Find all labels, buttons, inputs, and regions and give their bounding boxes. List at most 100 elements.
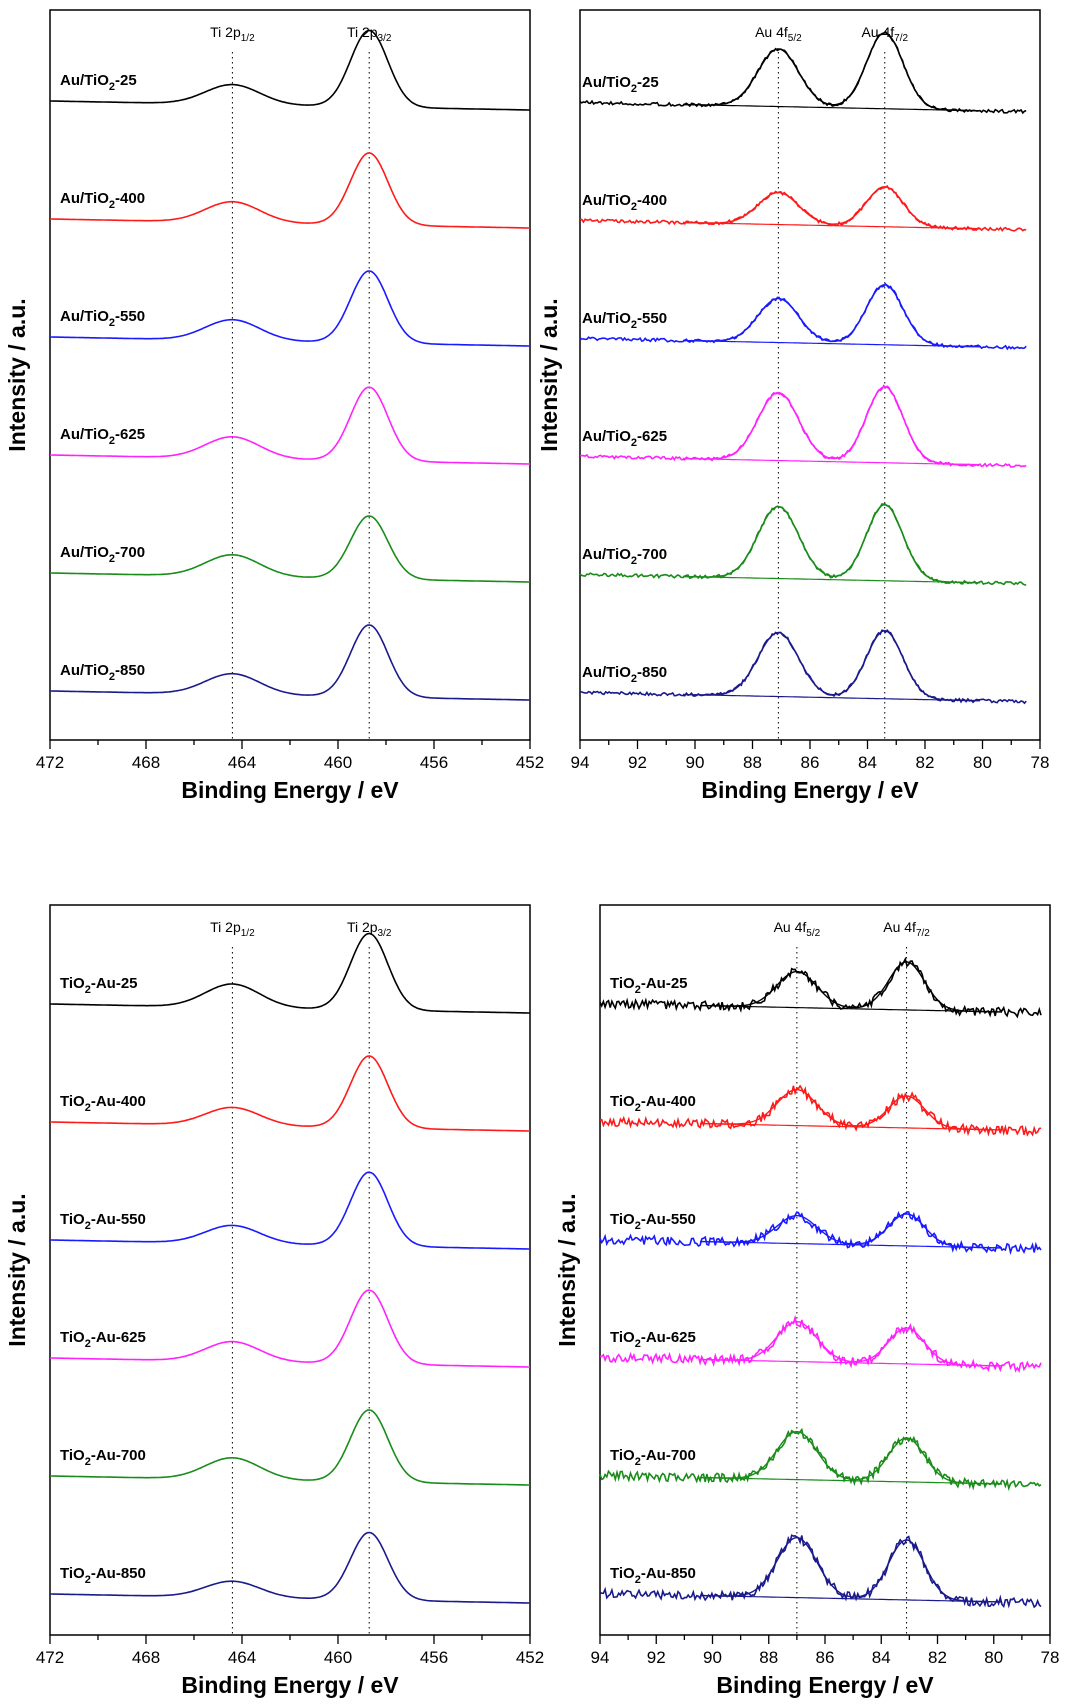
peak-label: Au 4f5/2 [774,919,821,939]
series-line [50,1289,530,1368]
fit-envelope [682,284,980,348]
x-tick-label: 464 [228,1648,256,1667]
fit-background [700,1122,1003,1131]
peak-label: Ti 2p3/2 [347,24,392,44]
x-tick-label: 472 [36,1648,64,1667]
x-tick-label: 460 [324,1648,352,1667]
x-axis-label: Binding Energy / eV [181,777,399,803]
series-line [579,384,1027,468]
series-line [599,1534,1042,1609]
fit-envelope [700,961,1003,1013]
fit-envelope [700,1536,1003,1603]
series-line [50,515,530,583]
series-label: TiO2-Au-700 [60,1447,146,1468]
x-tick-label: 82 [916,753,935,772]
fit-envelope [700,1320,1003,1367]
series-label: Au/TiO2-25 [60,72,137,93]
x-tick-label: 94 [591,1648,610,1667]
series-line [50,932,530,1014]
x-tick-label: 456 [420,1648,448,1667]
fit-envelope [682,186,980,230]
series-label: TiO2-Au-25 [60,975,138,996]
fit-envelope [682,630,980,702]
series-label: TiO2-Au-850 [610,1565,696,1586]
fit-background [700,1004,1003,1013]
y-axis-label: Intensity / a.u. [4,1193,30,1346]
series-line [50,1531,530,1604]
series-line [50,624,530,701]
x-tick-label: 468 [132,753,160,772]
series-line [50,1055,530,1132]
series-line [599,1084,1042,1137]
series-line [599,1427,1042,1492]
y-axis-label: Intensity / a.u. [4,298,30,451]
fit-background [682,103,980,112]
series-label: TiO2-Au-625 [60,1329,146,1350]
series-label: Au/TiO2-550 [582,310,667,331]
xps-panel-2: 94 92 90 88 86 84 82 80 78 Binding Energy / eV Int… [536,9,1050,803]
series-label: Au/TiO2-550 [60,308,145,329]
x-tick-label: 84 [872,1648,891,1667]
series-label: TiO2-Au-400 [610,1093,696,1114]
fit-background [682,339,980,348]
x-tick-label: 90 [686,753,705,772]
fit-envelope [700,1088,1003,1131]
fit-background [682,575,980,584]
xps-panel-4: 94 92 90 88 86 84 82 80 78 Binding Energy / eV Int… [554,904,1060,1698]
x-axis-label: Binding Energy / eV [716,1672,934,1698]
peak-label: Au 4f7/2 [883,919,930,939]
plot-frame [49,904,531,1636]
x-tick-label: 86 [816,1648,835,1667]
fit-envelope [700,1213,1003,1249]
xps-panel-1: 472 468 464 460 456 452 Binding Energy / eV Int… [4,9,544,803]
x-tick-label: 464 [228,753,256,772]
series-label: TiO2-Au-550 [610,1211,696,1232]
x-tick-label: 92 [647,1648,666,1667]
x-axis-label: Binding Energy / eV [181,1672,399,1698]
x-tick-label: 82 [928,1648,947,1667]
plot-frame [579,9,1041,741]
x-tick-label: 78 [1031,753,1050,772]
x-tick-label: 80 [984,1648,1003,1667]
series-label: Au/TiO2-625 [582,428,667,449]
x-tick-label: 80 [973,753,992,772]
series-label: Au/TiO2-850 [582,664,667,685]
x-tick-label: 84 [858,753,877,772]
series-label: Au/TiO2-700 [60,544,145,565]
x-tick-label: 452 [516,753,544,772]
series-line [50,386,530,465]
x-tick-label: 78 [1041,1648,1060,1667]
series-label: Au/TiO2-400 [582,192,667,213]
x-tick-label: 88 [759,1648,778,1667]
series-label: TiO2-Au-625 [610,1329,696,1350]
series-label: TiO2-Au-400 [60,1093,146,1114]
series-line [599,1210,1042,1256]
y-axis-label: Intensity / a.u. [554,1193,580,1346]
peak-label: Au 4f5/2 [755,24,802,44]
peak-label: Ti 2p1/2 [210,24,255,44]
fit-background [700,1358,1003,1367]
fit-envelope [682,32,980,112]
series-line [50,1171,530,1250]
series-line [50,270,530,347]
x-tick-label: 452 [516,1648,544,1667]
peak-label: Ti 2p1/2 [210,919,255,939]
series-label: TiO2-Au-550 [60,1211,146,1232]
x-tick-label: 472 [36,753,64,772]
fit-background [700,1594,1003,1603]
xps-panel-3: 472 468 464 460 456 452 Binding Energy / eV Int… [4,904,544,1698]
plot-frame [599,904,1051,1636]
series-label: Au/TiO2-625 [60,426,145,447]
fit-envelope [682,386,980,466]
series-line [50,152,530,229]
series-line [50,1409,530,1486]
fit-background [682,221,980,230]
x-tick-label: 94 [571,753,590,772]
x-tick-label: 468 [132,1648,160,1667]
x-tick-label: 90 [703,1648,722,1667]
series-label: Au/TiO2-700 [582,546,667,567]
x-tick-label: 88 [743,753,762,772]
series-line [50,29,530,111]
x-tick-label: 460 [324,753,352,772]
